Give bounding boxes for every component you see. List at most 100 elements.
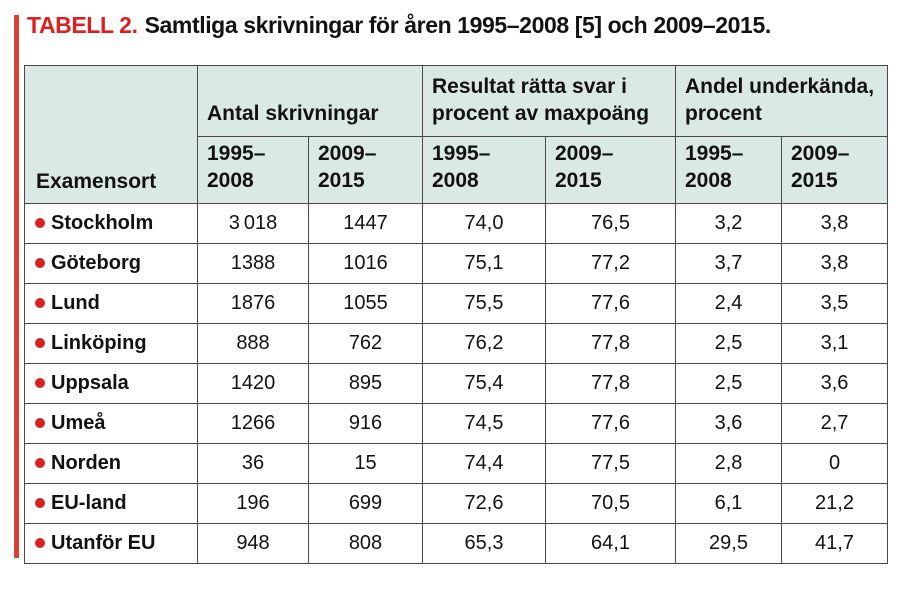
- row-header: Uppsala: [24, 362, 198, 404]
- data-cell: 895: [308, 362, 423, 404]
- row-label: Norden: [51, 451, 121, 474]
- left-accent-bar: [14, 15, 19, 558]
- data-cell: 1420: [197, 362, 309, 404]
- data-cell: 1266: [197, 402, 309, 444]
- group-header-antal-skrivningar: Antal skrivningar: [197, 64, 423, 138]
- row-label: EU-land: [51, 491, 127, 514]
- data-cell: 2,5: [675, 362, 782, 404]
- results-table: Examensort Antal skrivningar Resultat rä…: [24, 64, 888, 564]
- red-bullet-icon: [35, 337, 45, 348]
- data-cell: 74,5: [422, 402, 546, 444]
- data-cell: 1447: [308, 202, 423, 244]
- red-bullet-icon: [35, 297, 45, 308]
- data-cell: 77,6: [545, 282, 676, 324]
- data-cell: 21,2: [781, 482, 888, 524]
- period-header-andel-1995-2008: 1995– 2008: [675, 136, 782, 204]
- group-header-andel-underkanda: Andel underkända, procent: [675, 64, 888, 138]
- data-cell: 75,5: [422, 282, 546, 324]
- data-cell: 64,1: [545, 522, 676, 564]
- red-bullet-icon: [35, 217, 45, 228]
- data-cell: 3,6: [675, 402, 782, 444]
- data-cell: 3,5: [781, 282, 888, 324]
- data-cell: 1876: [197, 282, 309, 324]
- data-cell: 699: [308, 482, 423, 524]
- data-cell: 77,2: [545, 242, 676, 284]
- red-bullet-icon: [35, 417, 45, 428]
- data-cell: 41,7: [781, 522, 888, 564]
- table-row: Utanför EU 948 808 65,3 64,1 29,5 41,7: [24, 522, 888, 564]
- table-row: EU-land 196 699 72,6 70,5 6,1 21,2: [24, 482, 888, 524]
- period-header-andel-2009-2015: 2009– 2015: [781, 136, 888, 204]
- table-row: Umeå 1266 916 74,5 77,6 3,6 2,7: [24, 402, 888, 444]
- data-cell: 1055: [308, 282, 423, 324]
- data-cell: 6,1: [675, 482, 782, 524]
- row-header: Umeå: [24, 402, 198, 444]
- data-cell: 762: [308, 322, 423, 364]
- row-header: Göteborg: [24, 242, 198, 284]
- row-label: Linköping: [51, 331, 147, 354]
- data-cell: 2,8: [675, 442, 782, 484]
- data-cell: 65,3: [422, 522, 546, 564]
- data-cell: 888: [197, 322, 309, 364]
- data-cell: 76,5: [545, 202, 676, 244]
- row-label: Göteborg: [51, 251, 141, 274]
- group-header-resultat: Resultat rätta svar i procent av maxpoän…: [422, 64, 676, 138]
- row-label: Utanför EU: [51, 531, 156, 554]
- row-header: Lund: [24, 282, 198, 324]
- red-bullet-icon: [35, 257, 45, 268]
- data-cell: 77,5: [545, 442, 676, 484]
- data-cell: 70,5: [545, 482, 676, 524]
- data-cell: 2,4: [675, 282, 782, 324]
- data-cell: 77,8: [545, 322, 676, 364]
- data-cell: 75,4: [422, 362, 546, 404]
- data-cell: 76,2: [422, 322, 546, 364]
- table-row: Göteborg 1388 1016 75,1 77,2 3,7 3,8: [24, 242, 888, 284]
- row-header: Stockholm: [24, 202, 198, 244]
- corner-header-examensort: Examensort: [24, 65, 198, 204]
- row-header: Norden: [24, 442, 198, 484]
- row-header: Utanför EU: [24, 522, 198, 564]
- table-row: Stockholm 3 018 1447 74,0 76,5 3,2 3,8: [24, 202, 888, 244]
- data-cell: 74,0: [422, 202, 546, 244]
- row-header: Linköping: [24, 322, 198, 364]
- table-caption: Samtliga skrivningar för åren 1995–2008 …: [144, 12, 772, 38]
- table-row: Norden 36 15 74,4 77,5 2,8 0: [24, 442, 888, 484]
- period-header-antal-1995-2008: 1995– 2008: [197, 136, 309, 204]
- row-header: EU-land: [24, 482, 198, 524]
- table-body: Stockholm 3 018 1447 74,0 76,5 3,2 3,8 Göteborg…: [24, 202, 888, 564]
- data-cell: 3,8: [781, 202, 888, 244]
- table-row: Linköping 888 762 76,2 77,8 2,5 3,1: [24, 322, 888, 364]
- data-cell: 36: [197, 442, 309, 484]
- data-cell: 3,6: [781, 362, 888, 404]
- data-cell: 3,7: [675, 242, 782, 284]
- row-label: Stockholm: [51, 211, 154, 234]
- table-row: Uppsala 1420 895 75,4 77,8 2,5 3,6: [24, 362, 888, 404]
- data-cell: 29,5: [675, 522, 782, 564]
- red-bullet-icon: [35, 377, 45, 388]
- data-cell: 3,8: [781, 242, 888, 284]
- table-row: Lund 1876 1055 75,5 77,6 2,4 3,5: [24, 282, 888, 324]
- table-header: Examensort Antal skrivningar Resultat rä…: [24, 64, 888, 204]
- row-label: Lund: [51, 291, 100, 314]
- red-bullet-icon: [35, 457, 45, 468]
- period-header-resultat-1995-2008: 1995– 2008: [422, 136, 546, 204]
- data-cell: 948: [197, 522, 309, 564]
- data-cell: 0: [781, 442, 888, 484]
- red-bullet-icon: [35, 497, 45, 508]
- data-cell: 2,5: [675, 322, 782, 364]
- row-label: Uppsala: [51, 371, 129, 394]
- data-cell: 3 018: [197, 202, 309, 244]
- data-cell: 808: [308, 522, 423, 564]
- table-title: TABELL 2. Samtliga skrivningar för åren 1…: [27, 12, 887, 39]
- data-cell: 1388: [197, 242, 309, 284]
- data-cell: 3,2: [675, 202, 782, 244]
- table-number-label: TABELL 2.: [27, 12, 138, 38]
- period-header-antal-2009-2015: 2009– 2015: [308, 136, 423, 204]
- period-header-resultat-2009-2015: 2009– 2015: [545, 136, 676, 204]
- data-cell: 3,1: [781, 322, 888, 364]
- data-cell: 196: [197, 482, 309, 524]
- data-cell: 75,1: [422, 242, 546, 284]
- data-cell: 916: [308, 402, 423, 444]
- data-cell: 77,8: [545, 362, 676, 404]
